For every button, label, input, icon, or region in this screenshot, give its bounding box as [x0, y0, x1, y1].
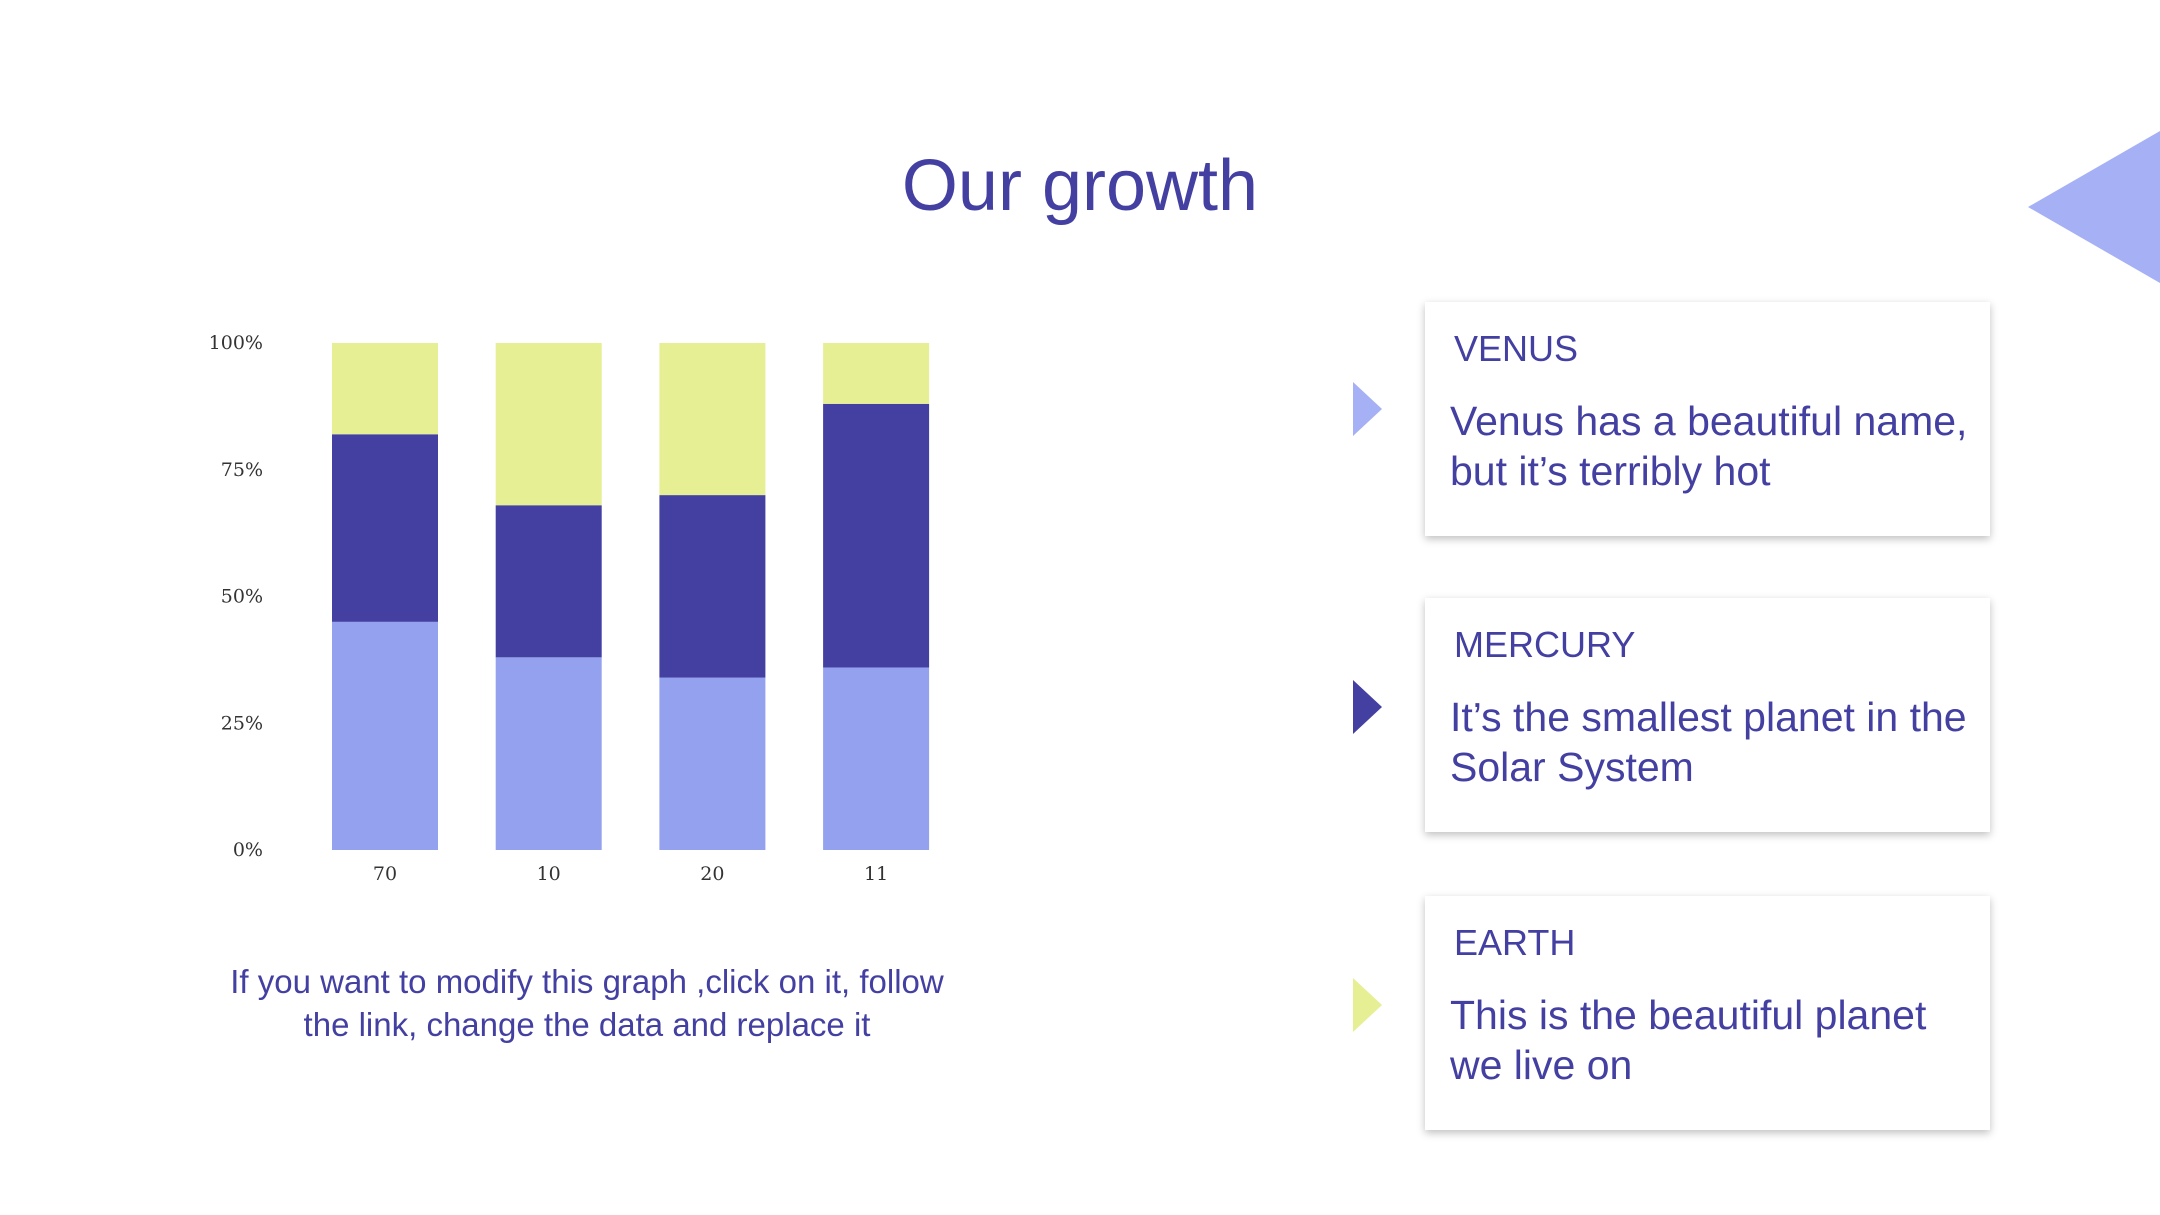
y-tick-label: 50% — [221, 586, 263, 608]
bar-segment[interactable] — [823, 343, 930, 404]
venus-arrow-icon — [1353, 382, 1382, 436]
card-body: This is the beautiful planet we live on — [1450, 992, 1927, 1088]
card-venus: VENUS Venus has a beautiful name, but it… — [1425, 302, 1990, 536]
bar-segment[interactable] — [332, 621, 438, 850]
y-tick-label: 0% — [233, 839, 263, 861]
x-tick-label: 11 — [864, 863, 888, 885]
card-body: Venus has a beautiful name, but it’s ter… — [1450, 398, 1968, 494]
bar-segment[interactable] — [495, 657, 602, 850]
y-tick-label: 100% — [209, 332, 263, 354]
x-tick-label: 70 — [373, 863, 397, 885]
stacked-bar-chart[interactable]: 0% 25% 50% 75% 100% 70 10 20 11 — [0, 0, 1000, 900]
page-title: Our growth — [901, 146, 1259, 226]
card-earth: EARTH This is the beautiful planet we li… — [1425, 896, 1990, 1130]
chart-caption: If you want to modify this graph ,click … — [230, 963, 944, 1043]
bar-segment[interactable] — [659, 343, 766, 496]
bar-segment[interactable] — [823, 403, 930, 668]
bar-segment[interactable] — [495, 505, 602, 658]
bar-segment[interactable] — [659, 677, 766, 850]
x-tick-label: 20 — [700, 863, 724, 885]
mercury-arrow-icon — [1353, 680, 1382, 734]
card-heading: EARTH — [1454, 922, 1576, 963]
bar-segment[interactable] — [659, 495, 766, 678]
bar-segment[interactable] — [332, 343, 438, 435]
bar-segment[interactable] — [495, 343, 602, 506]
card-heading: VENUS — [1454, 328, 1579, 369]
card-mercury: MERCURY It’s the smallest planet in the … — [1425, 598, 1990, 832]
bar-segment[interactable] — [332, 434, 438, 622]
card-heading: MERCURY — [1454, 624, 1636, 665]
earth-arrow-icon — [1353, 978, 1382, 1032]
y-tick-label: 75% — [221, 459, 263, 481]
y-tick-label: 25% — [221, 712, 263, 734]
card-body: It’s the smallest planet in the Solar Sy… — [1450, 694, 1967, 790]
x-tick-label: 10 — [537, 863, 561, 885]
bar-segment[interactable] — [823, 667, 930, 850]
